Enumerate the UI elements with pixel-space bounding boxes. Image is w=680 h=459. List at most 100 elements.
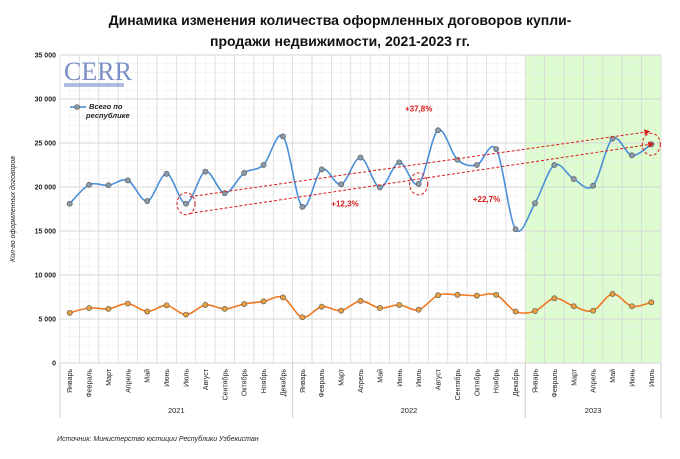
x-tick-label: Сентябрь [454, 369, 462, 401]
trend-arrow [189, 141, 655, 214]
x-tick-label: Июнь [397, 369, 404, 387]
data-point [629, 152, 635, 159]
data-point [396, 302, 403, 308]
y-tick-label: 25 000 [35, 141, 57, 148]
data-point [124, 300, 131, 307]
source-note: Источник: Министерство юстиции Республик… [57, 435, 259, 443]
x-tick-label: Январь [300, 369, 307, 393]
data-point [532, 200, 538, 207]
x-tick-label: Октябрь [241, 369, 249, 396]
data-point [105, 305, 112, 312]
data-point [473, 292, 480, 299]
legend: Всего по республике [70, 102, 130, 120]
trend-arrow [189, 129, 651, 198]
x-tick-label: Февраль [87, 369, 94, 398]
data-point [241, 170, 248, 176]
year-label: 2023 [585, 406, 602, 415]
data-point [473, 162, 480, 168]
x-tick-label: Апрель [591, 369, 598, 393]
data-point [435, 127, 441, 134]
data-point [86, 305, 92, 311]
x-tick-label: Март [571, 368, 578, 386]
data-point [376, 305, 383, 311]
data-point [66, 309, 73, 316]
data-point [512, 308, 519, 315]
x-tick-label: Июль [184, 369, 191, 387]
chart-title-line-1: Динамика изменения количества оформленны… [109, 12, 572, 28]
data-point [144, 198, 151, 204]
data-point [357, 154, 364, 161]
annotation-label: +37,8% [405, 104, 432, 113]
legend-label: Всего по [89, 102, 123, 111]
grid [59, 54, 662, 364]
data-point [144, 308, 151, 315]
cerr-logo: CERR [64, 57, 133, 87]
data-point [183, 200, 189, 207]
x-tick-label: Февраль [319, 369, 326, 398]
data-point [202, 168, 209, 175]
data-point [280, 133, 286, 140]
data-point [609, 291, 616, 297]
data-point [415, 181, 422, 187]
x-tick-label: Май [376, 369, 384, 383]
y-tick-label: 10 000 [35, 273, 57, 280]
data-point [570, 176, 577, 182]
data-point [299, 203, 306, 210]
x-tick-label: Октябрь [473, 369, 481, 396]
data-point [629, 303, 635, 310]
x-tick-label: Апрель [358, 369, 365, 393]
x-tick-label: Март [106, 368, 113, 386]
data-point [512, 226, 519, 233]
x-tick-label: Январь [67, 369, 74, 393]
data-point [493, 146, 500, 153]
data-point [590, 307, 597, 314]
y-tick-label: 0 [52, 361, 56, 368]
x-tick-label: Январь [532, 369, 539, 393]
data-point [454, 156, 461, 163]
data-point [396, 159, 403, 166]
data-point [86, 181, 92, 188]
data-point [338, 181, 345, 188]
data-point [221, 305, 228, 312]
chart-title-line-2: продажи недвижимости, 2021-2023 гг. [210, 33, 470, 49]
data-point [260, 162, 267, 168]
data-point [338, 307, 345, 314]
data-point [280, 294, 286, 301]
annotations: +37,8% +12,3% +22,7% [176, 104, 661, 216]
y-tick-label: 35 000 [35, 53, 57, 60]
x-tick-label: Март [339, 368, 346, 386]
data-point [105, 182, 112, 189]
data-point [454, 291, 461, 298]
x-tick-label: Июль [649, 369, 656, 387]
y-tick-label: 15 000 [35, 229, 57, 236]
data-point [318, 166, 325, 173]
legend-label-line-2: республике [85, 111, 130, 120]
data-point [163, 170, 170, 177]
data-point [415, 306, 422, 313]
data-point [163, 302, 170, 309]
x-tick-label: Ноябрь [493, 369, 501, 394]
data-point [648, 299, 655, 306]
y-tick-label: 5 000 [38, 317, 56, 324]
x-tick-label: Июнь [164, 369, 171, 387]
data-point [124, 177, 131, 184]
data-point [202, 302, 209, 308]
data-point [551, 295, 558, 302]
x-tick-label: Ноябрь [260, 369, 268, 394]
x-tick-label: Май [144, 369, 152, 383]
data-point [241, 301, 248, 307]
highlight-circle [176, 192, 196, 216]
annotation-label: +22,7% [473, 195, 500, 204]
x-tick-label: Декабрь [279, 369, 287, 397]
data-point [183, 311, 189, 318]
data-point [570, 303, 577, 310]
data-point [299, 314, 306, 321]
x-tick-label: Июль [416, 369, 423, 387]
x-tick-label: Июнь [629, 369, 636, 387]
series-layer [66, 127, 655, 321]
y-tick-label: 30 000 [35, 97, 57, 104]
x-tick-label: Февраль [552, 369, 559, 398]
data-point [551, 162, 558, 168]
legend-marker [74, 104, 80, 110]
